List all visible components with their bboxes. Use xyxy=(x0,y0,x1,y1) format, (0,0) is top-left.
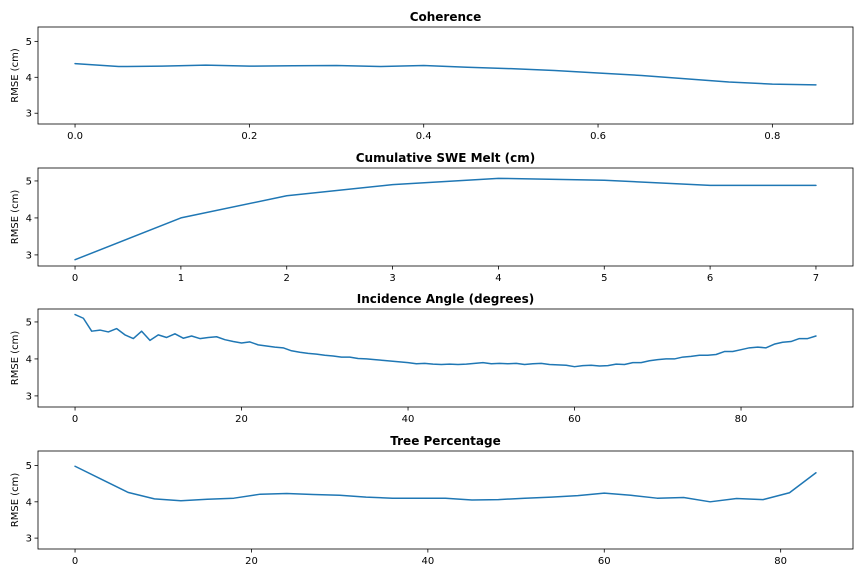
x-tick-label: 40 xyxy=(402,414,415,425)
x-tick-label: 0 xyxy=(72,414,78,425)
plot-frame xyxy=(37,450,854,550)
x-tick-label: 80 xyxy=(735,414,748,425)
y-axis-label: RMSE (cm) xyxy=(10,473,21,528)
y-tick-label: 5 xyxy=(26,176,32,187)
x-tick-label: 20 xyxy=(235,414,248,425)
x-tick-label: 0.8 xyxy=(764,131,780,142)
subplot-title: Incidence Angle (degrees) xyxy=(357,292,534,306)
plot-frame xyxy=(37,26,854,125)
y-tick-label: 4 xyxy=(26,354,32,365)
subplot-title: Cumulative SWE Melt (cm) xyxy=(356,151,536,165)
x-tick-label: 0.0 xyxy=(67,131,83,142)
x-tick-label: 2 xyxy=(284,273,290,284)
series-line xyxy=(74,313,817,368)
x-tick-label: 6 xyxy=(707,273,713,284)
x-tick-label: 80 xyxy=(774,556,787,567)
x-tick-label: 4 xyxy=(495,273,501,284)
x-tick-label: 0 xyxy=(72,556,78,567)
series-line xyxy=(74,177,817,261)
subplot-title: Coherence xyxy=(410,10,482,24)
x-tick-label: 60 xyxy=(568,414,581,425)
y-tick-label: 5 xyxy=(26,317,32,328)
y-axis-label: RMSE (cm) xyxy=(10,48,21,103)
x-tick-label: 0.2 xyxy=(241,131,257,142)
x-tick-label: 60 xyxy=(598,556,611,567)
y-tick-label: 4 xyxy=(26,497,32,508)
y-tick-label: 5 xyxy=(26,461,32,472)
y-tick-label: 3 xyxy=(26,391,32,402)
y-tick-label: 3 xyxy=(26,250,32,261)
x-tick-label: 7 xyxy=(813,273,819,284)
y-axis-label: RMSE (cm) xyxy=(10,331,21,386)
x-tick-label: 20 xyxy=(245,556,258,567)
x-tick-label: 5 xyxy=(601,273,607,284)
y-tick-label: 4 xyxy=(26,213,32,224)
x-tick-label: 40 xyxy=(421,556,434,567)
y-axis-label: RMSE (cm) xyxy=(10,190,21,245)
plot-frame xyxy=(37,308,854,408)
plot-frame xyxy=(37,167,854,267)
subplot-1: Coherence RMSE (cm) 0.0 0.2 0.4 0.6 0.8 3 4 5 xyxy=(10,10,854,142)
subplot-title: Tree Percentage xyxy=(390,434,500,448)
subplot-2: Cumulative SWE Melt (cm) RMSE (cm) 0 1 2 3 4 5 6… xyxy=(10,151,854,284)
subplot-4: Tree Percentage RMSE (cm) 0 20 40 60 80 3 4 5 xyxy=(10,434,854,567)
x-tick-label: 3 xyxy=(389,273,395,284)
x-tick-label: 1 xyxy=(178,273,184,284)
subplot-3: Incidence Angle (degrees) RMSE (cm) 0 20 40 6… xyxy=(10,292,854,425)
x-tick-label: 0.4 xyxy=(416,131,432,142)
series-line xyxy=(74,62,817,86)
x-tick-label: 0 xyxy=(72,273,78,284)
x-tick-label: 0.6 xyxy=(590,131,606,142)
y-tick-label: 5 xyxy=(26,37,32,48)
y-tick-label: 3 xyxy=(26,534,32,545)
y-tick-label: 3 xyxy=(26,109,32,120)
series-line xyxy=(74,465,817,503)
y-tick-label: 4 xyxy=(26,73,32,84)
